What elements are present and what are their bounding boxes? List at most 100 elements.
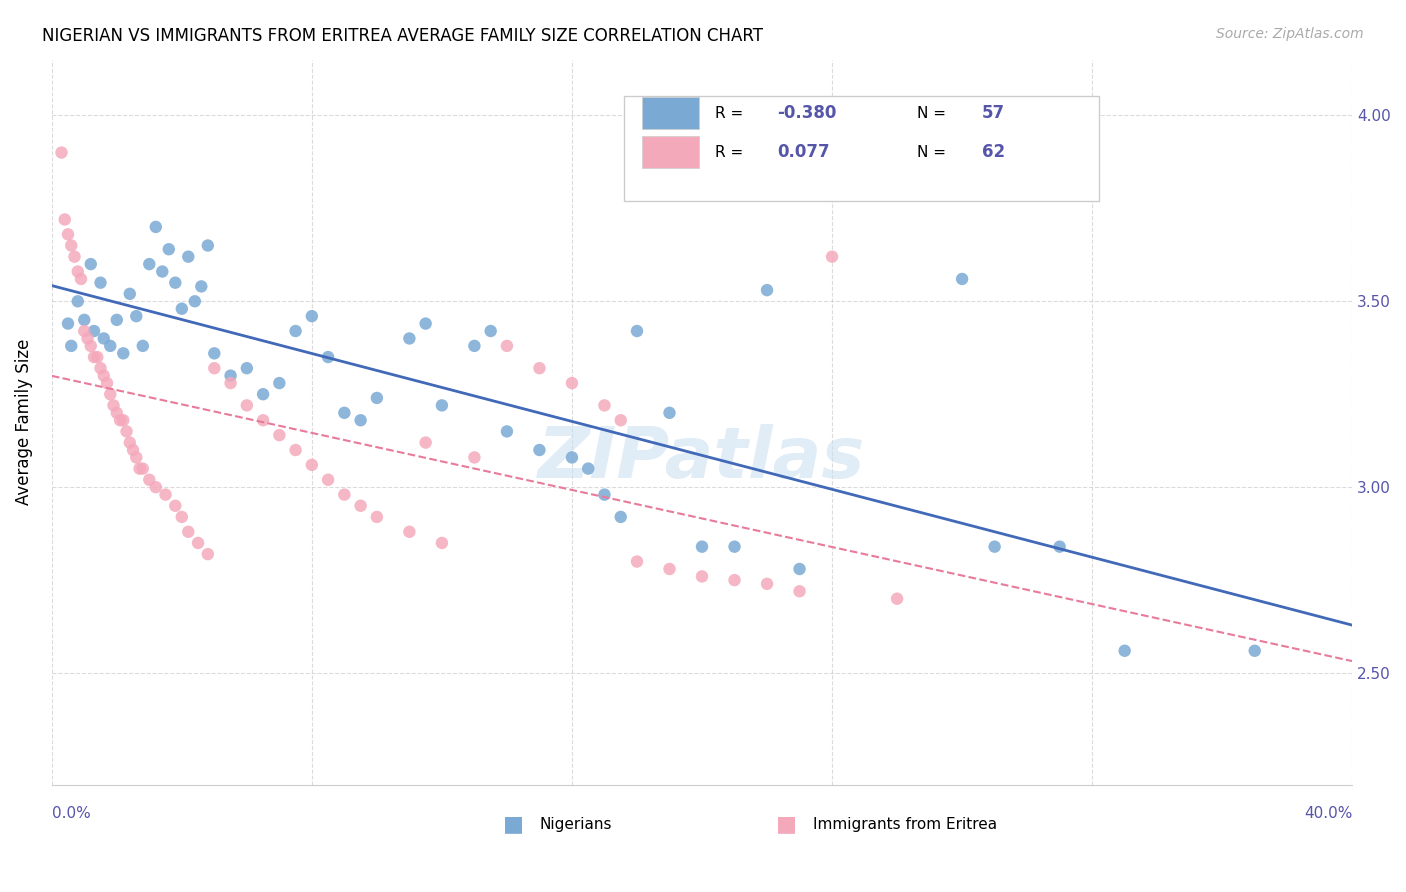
Point [529,442,551,457]
Point [80,339,103,353]
Text: Source: ZipAtlas.com: Source: ZipAtlas.com [1216,27,1364,41]
Text: 62: 62 [981,144,1005,161]
Point [177,524,200,539]
Text: NIGERIAN VS IMMIGRANTS FROM ERITREA AVERAGE FAMILY SIZE CORRELATION CHART: NIGERIAN VS IMMIGRANTS FROM ERITREA AVER… [42,27,763,45]
Point [155,488,177,502]
Point [463,339,485,353]
Point [430,398,453,412]
Point [252,413,274,427]
Point [122,442,145,457]
Text: 0.0%: 0.0% [52,806,90,822]
Point [1114,644,1136,658]
Point [93,368,115,383]
Point [105,313,128,327]
Point [236,361,259,376]
Point [145,219,167,234]
Point [479,324,502,338]
Point [789,562,811,576]
Point [56,227,79,242]
Point [51,145,73,160]
Point [112,413,135,427]
Point [219,376,242,390]
FancyBboxPatch shape [643,136,699,169]
Point [496,339,519,353]
Point [83,324,105,338]
Point [105,406,128,420]
Point [96,376,118,390]
Point [118,435,141,450]
Point [132,339,155,353]
Point [529,361,551,376]
Point [89,361,111,376]
Point [626,555,648,569]
Point [108,413,131,427]
Point [66,294,89,309]
Point [60,339,83,353]
Point [157,242,180,256]
Point [333,488,356,502]
Point [496,425,519,439]
Point [463,450,485,465]
Point [349,413,371,427]
Point [316,473,339,487]
Point [202,346,225,360]
Point [80,257,103,271]
Point [349,499,371,513]
Text: R =: R = [716,106,748,120]
Point [125,450,148,465]
Point [190,279,212,293]
Point [333,406,356,420]
Point [316,350,339,364]
Point [366,391,388,405]
Point [576,461,599,475]
Point [609,413,631,427]
Point [1049,540,1071,554]
Point [284,324,307,338]
Point [125,309,148,323]
Point [983,540,1005,554]
Point [658,406,681,420]
Text: ZIPatlas: ZIPatlas [538,424,866,493]
Point [170,301,193,316]
Point [63,250,86,264]
Point [561,376,583,390]
Point [284,442,307,457]
Text: ■: ■ [503,814,524,835]
Text: 57: 57 [981,104,1005,122]
Point [658,562,681,576]
Point [98,339,121,353]
Point [886,591,908,606]
Point [98,387,121,401]
Point [415,435,437,450]
Point [132,461,155,475]
Point [950,272,973,286]
Point [165,499,187,513]
Point [93,331,115,345]
Point [593,488,616,502]
Point [269,428,291,442]
Text: 40.0%: 40.0% [1303,806,1353,822]
Point [145,480,167,494]
Point [252,387,274,401]
Point [150,264,173,278]
Point [165,276,187,290]
Point [269,376,291,390]
Text: ■: ■ [776,814,797,835]
Text: Immigrants from Eritrea: Immigrants from Eritrea [813,817,997,832]
Text: -0.380: -0.380 [778,104,837,122]
Point [60,238,83,252]
Point [83,350,105,364]
Point [366,510,388,524]
Y-axis label: Average Family Size: Average Family Size [15,339,32,505]
Text: N =: N = [917,145,950,160]
Point [66,264,89,278]
Point [593,398,616,412]
Point [202,361,225,376]
Point [756,577,779,591]
FancyBboxPatch shape [624,95,1098,201]
Point [430,536,453,550]
Point [1243,644,1265,658]
Point [301,309,323,323]
Point [184,294,207,309]
Point [56,317,79,331]
